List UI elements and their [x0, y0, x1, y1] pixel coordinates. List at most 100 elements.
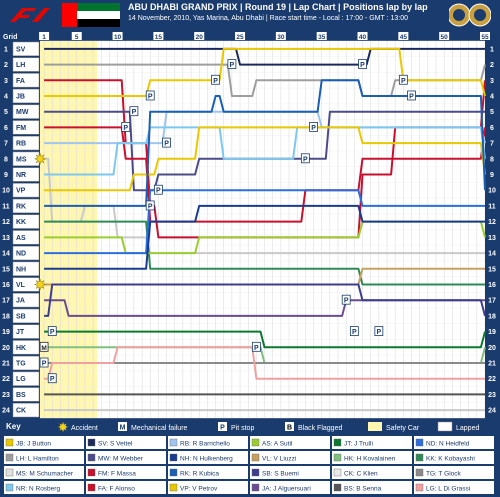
grid-driver-box	[12, 230, 40, 245]
lap-tick-label: 45	[400, 34, 408, 41]
accident-marker	[33, 152, 47, 166]
grid-driver-code: TG	[16, 361, 26, 368]
driver-key-label: LG: L Di Grassi	[426, 486, 470, 493]
final-position-number: 3	[490, 78, 494, 85]
final-position-number: 22	[488, 376, 496, 383]
pitstop-marker-label: P	[377, 329, 382, 336]
driver-key-box	[168, 451, 248, 464]
driver-key-box	[168, 466, 248, 479]
lap-tick-box	[194, 32, 205, 40]
lap-tick-box	[316, 32, 327, 40]
lap-tick-box	[235, 32, 246, 40]
pitstop-marker	[398, 74, 408, 85]
driver-color-swatch	[169, 453, 178, 462]
driver-color-swatch	[251, 438, 260, 447]
driver-color-swatch	[415, 438, 424, 447]
uae-flag-icon	[62, 3, 120, 27]
grid-driver-code: KK	[16, 219, 26, 226]
lap-tick-label: 55	[481, 34, 489, 41]
driver-color-swatch	[251, 483, 260, 492]
driver-key-box	[414, 466, 494, 479]
final-position-number: 9	[490, 172, 494, 179]
key-item-label: Lapped	[456, 425, 479, 432]
final-position-number: 7	[490, 141, 494, 148]
f1-logo-mark	[6, 2, 54, 28]
pitstop-marker	[47, 326, 57, 337]
driver-key-box	[168, 481, 248, 494]
position-number: 10	[2, 188, 10, 195]
position-number: 23	[2, 392, 10, 399]
grid-driver-code: JT	[16, 329, 25, 336]
pitstop-marker-label: P	[230, 62, 235, 69]
driver-key-label: JB: J Button	[16, 441, 51, 448]
lapped-key-icon	[437, 421, 453, 432]
driver-key-box	[86, 481, 166, 494]
accident-key-icon	[58, 422, 68, 432]
driver-color-swatch	[251, 468, 260, 477]
position-number: 14	[2, 251, 10, 258]
pitstop-marker-label: P	[311, 125, 316, 132]
driver-key-box	[4, 451, 84, 464]
pitstop-marker-label: P	[254, 345, 259, 352]
position-number: 1	[4, 46, 8, 53]
grid-driver-box	[12, 261, 40, 276]
series-line-nh	[44, 204, 485, 270]
pitstop-marker-label: P	[132, 109, 137, 116]
grid-driver-code: SV	[16, 46, 26, 53]
pitstop-marker-label: P	[303, 156, 308, 163]
driver-color-swatch	[415, 483, 424, 492]
mechanical-key-icon	[118, 422, 127, 431]
grid-driver-box	[12, 214, 40, 229]
series-line-nd	[44, 189, 485, 255]
lap-tick-label: 35	[318, 34, 326, 41]
driver-key-box	[332, 481, 412, 494]
driver-key-box	[332, 466, 412, 479]
pitstop-marker	[374, 326, 384, 337]
series-line-ja	[44, 299, 485, 317]
final-position-number: 2	[490, 62, 494, 69]
final-position-number: 4	[490, 93, 494, 100]
fia-emblem-icon	[447, 2, 492, 28]
grid-driver-code: FA	[16, 78, 25, 85]
series-line-rk	[44, 79, 486, 207]
key-title: Key	[6, 422, 21, 431]
grid-driver-code: HK	[16, 345, 26, 352]
final-position-number: 19	[488, 329, 496, 336]
driver-key-label: FM: F Massa	[98, 471, 136, 478]
pitstop-marker-label: P	[213, 78, 218, 85]
grid-label: Grid	[3, 34, 17, 41]
final-position-number: 23	[488, 392, 496, 399]
driver-key-label: SB: S Buemi	[262, 471, 299, 478]
lap-tick-label: 25	[236, 34, 244, 41]
driver-key-box	[332, 451, 412, 464]
series-line-kk	[44, 220, 485, 286]
pitstop-marker-label: P	[352, 329, 357, 336]
grid-column	[0, 41, 40, 418]
pitstop-marker	[39, 357, 49, 368]
driver-key-box	[86, 436, 166, 449]
driver-color-swatch	[415, 468, 424, 477]
key-icon-letter: M	[120, 425, 126, 432]
pitstop-key-icon	[218, 422, 227, 431]
driver-color-swatch	[5, 438, 14, 447]
key-item-label: Mechanical failure	[131, 425, 188, 432]
driver-key-box	[4, 481, 84, 494]
driver-color-swatch	[5, 468, 14, 477]
driver-color-swatch	[87, 453, 96, 462]
grid-driver-code: NR	[16, 172, 26, 179]
position-number: 12	[2, 219, 10, 226]
grid-driver-box	[12, 340, 40, 355]
grid-driver-code: JA	[16, 298, 25, 305]
grid-driver-box	[12, 198, 40, 214]
pitstop-marker-label: P	[148, 93, 153, 100]
driver-color-swatch	[415, 453, 424, 462]
grid-driver-box	[12, 167, 40, 182]
safety-car-key-icon	[368, 422, 382, 431]
lap-tick-box	[480, 32, 490, 40]
position-number: 16	[2, 282, 10, 289]
key-icon-letter: B	[287, 425, 292, 432]
pitstop-marker	[349, 326, 359, 337]
driver-key-label: KK: K Kobayashi	[426, 456, 475, 463]
position-number: 22	[2, 376, 10, 383]
pitstop-marker	[145, 90, 155, 101]
